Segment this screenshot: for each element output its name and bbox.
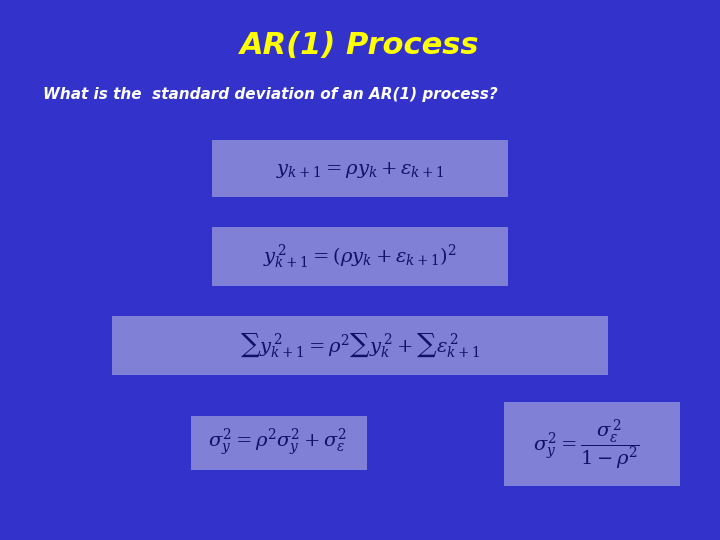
Text: $y_{k+1} = \rho y_k + \varepsilon_{k+1}$: $y_{k+1} = \rho y_k + \varepsilon_{k+1}$	[276, 160, 444, 180]
FancyBboxPatch shape	[191, 416, 367, 470]
Text: $y_{k+1}^{\,2} = (\rho y_k + \varepsilon_{k+1})^2$: $y_{k+1}^{\,2} = (\rho y_k + \varepsilon…	[263, 242, 457, 271]
Text: $\sigma_y^2 = \rho^2 \sigma_y^2 + \sigma_\varepsilon^2$: $\sigma_y^2 = \rho^2 \sigma_y^2 + \sigma…	[208, 427, 346, 458]
Text: AR(1) Process: AR(1) Process	[240, 31, 480, 60]
FancyBboxPatch shape	[504, 402, 680, 486]
FancyBboxPatch shape	[112, 316, 608, 375]
Text: $\sum y_{k+1}^{\,2} = \rho^2 \sum y_k^{\,2} + \sum \varepsilon_{k+1}^{\,2}$: $\sum y_{k+1}^{\,2} = \rho^2 \sum y_k^{\…	[240, 332, 480, 359]
FancyBboxPatch shape	[212, 140, 508, 197]
FancyBboxPatch shape	[212, 227, 508, 286]
Text: What is the  standard deviation of an AR(1) process?: What is the standard deviation of an AR(…	[43, 87, 498, 102]
Text: $\sigma_y^2 = \dfrac{\sigma_\varepsilon^{\,2}}{1-\rho^2}$: $\sigma_y^2 = \dfrac{\sigma_\varepsilon^…	[534, 418, 640, 473]
